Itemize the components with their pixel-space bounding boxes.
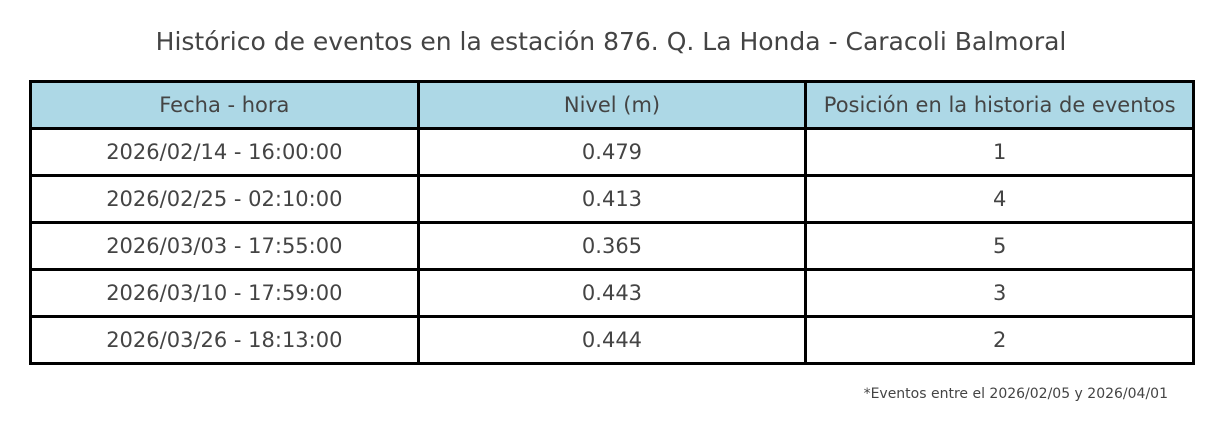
table-cell: 5 — [804, 221, 1195, 271]
table-cell: 2026/02/14 - 16:00:00 — [29, 127, 420, 177]
table-cell: 2 — [804, 315, 1195, 365]
title: Histórico de eventos en la estación 876.… — [155, 27, 1067, 56]
table-cell: 0.444 — [416, 315, 808, 365]
header-cell: Nivel (m) — [416, 80, 808, 130]
events-table: Fecha - hora Nivel (m) Posición en la hist… — [29, 80, 1195, 365]
header-cell: Posición en la historia de eventos — [804, 80, 1195, 130]
table-cell: 1 — [804, 127, 1195, 177]
table-cell: 0.443 — [416, 268, 808, 318]
table-cell: 3 — [804, 268, 1195, 318]
table-cell: 2026/03/03 - 17:55:00 — [29, 221, 420, 271]
header-cell: Fecha - hora — [29, 80, 420, 130]
table-row: 2026/03/03 - 17:55:00 0.365 5 — [29, 221, 1195, 271]
table-row: 2026/03/26 - 18:13:00 0.444 2 — [29, 315, 1195, 365]
table-cell: 4 — [804, 174, 1195, 224]
header-row: Fecha - hora Nivel (m) Posición en la hist… — [29, 80, 1195, 130]
table-body: 2026/02/14 - 16:00:00 0.479 1 2026/02/25 - … — [29, 127, 1195, 365]
table-cell: 2026/02/25 - 02:10:00 — [29, 174, 420, 224]
table-row: 2026/03/10 - 17:59:00 0.443 3 — [29, 268, 1195, 318]
table-row: 2026/02/14 - 16:00:00 0.479 1 — [29, 127, 1195, 177]
table-cell: 0.365 — [416, 221, 808, 271]
table-cell: 2026/03/10 - 17:59:00 — [29, 268, 420, 318]
table-cell: 2026/03/26 - 18:13:00 — [29, 315, 420, 365]
table-cell: 0.413 — [416, 174, 808, 224]
table-cell: 0.479 — [416, 127, 808, 177]
footnote: *Eventos entre el 2026/02/05 y 2026/04/0… — [863, 386, 1168, 402]
table-row: 2026/02/25 - 02:10:00 0.413 4 — [29, 174, 1195, 224]
